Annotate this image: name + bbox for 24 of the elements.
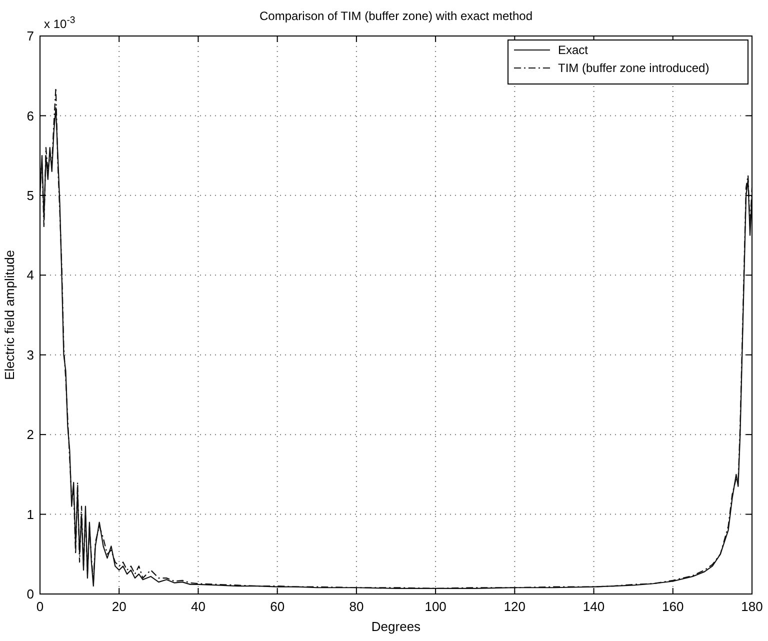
x-tick-label: 40: [190, 599, 206, 614]
y-tick-label: 5: [26, 188, 34, 203]
y-axis-title: Electric field amplitude: [2, 250, 17, 380]
y-tick-label: 3: [26, 347, 34, 362]
x-tick-label: 180: [741, 599, 763, 614]
x-tick-label: 0: [36, 599, 44, 614]
y-tick-label: 0: [26, 586, 34, 602]
y-tick-label: 6: [26, 108, 34, 124]
x-tick-label: 100: [424, 599, 446, 614]
y-tick-label: 4: [26, 268, 34, 283]
x-tick-label: 120: [504, 599, 526, 614]
x-tick-label: 60: [270, 599, 285, 614]
y-tick-label: 7: [26, 28, 34, 44]
chart-title: Comparison of TIM (buffer zone) with exact method: [259, 9, 533, 23]
x-axis-title: Degrees: [371, 619, 422, 634]
text: x 10$^{-3}$: [44, 14, 76, 31]
y-tick-label: 1: [26, 506, 34, 522]
legend-label: Exact: [558, 43, 589, 57]
x-tick-label: 20: [112, 599, 126, 614]
y-tick-label: 2: [26, 427, 34, 442]
x-tick-label: 80: [349, 599, 364, 614]
legend-label: TIM (buffer zone introduced): [558, 61, 710, 75]
x-tick-label: 140: [582, 599, 605, 614]
x-tick-label: 160: [662, 599, 684, 614]
